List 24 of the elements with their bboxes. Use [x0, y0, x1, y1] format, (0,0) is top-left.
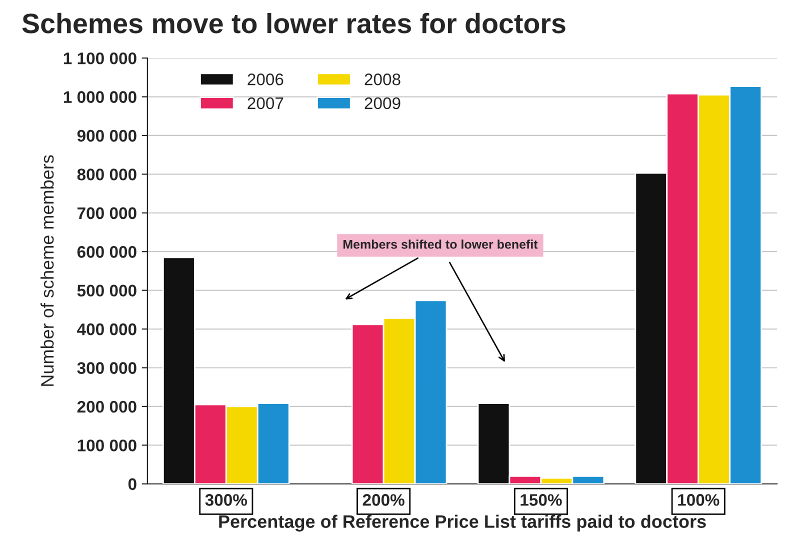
y-tick-label: 600 000 — [77, 246, 136, 258]
x-tick-label: 300% — [205, 494, 248, 506]
x-tick-label: 150% — [520, 494, 562, 506]
legend-label: 2007 — [248, 97, 284, 110]
y-axis-title: Number of scheme members — [40, 155, 54, 386]
y-tick-label: 500 000 — [77, 284, 136, 297]
y-tick-label: 100 000 — [78, 440, 136, 452]
legend-label: 2006 — [248, 74, 284, 86]
y-tick-label: 300 000 — [77, 362, 136, 374]
y-tick-label: 400 000 — [77, 323, 136, 336]
y-tick-label: 800 000 — [77, 168, 136, 180]
y-tick-label: 1 100 000 — [64, 52, 136, 64]
x-tick-label: 200% — [362, 494, 404, 506]
y-tick-label: 0 — [128, 478, 136, 490]
y-tick-label: 1 000 000 — [64, 91, 136, 103]
annotation: Members shifted to lower benefit — [343, 240, 538, 249]
x-axis-title: Percentage of Reference Price List tariffs paid to doctors — [219, 514, 706, 532]
y-tick-label: 900 000 — [77, 130, 136, 142]
chart-title: Schemes move to lower rates for doctors — [22, 12, 566, 34]
legend-label: 2009 — [364, 97, 400, 110]
y-tick-label: 200 000 — [77, 400, 136, 413]
legend-label: 2008 — [364, 74, 400, 86]
y-tick-label: 700 000 — [78, 207, 136, 220]
x-tick-label: 100% — [678, 494, 720, 506]
